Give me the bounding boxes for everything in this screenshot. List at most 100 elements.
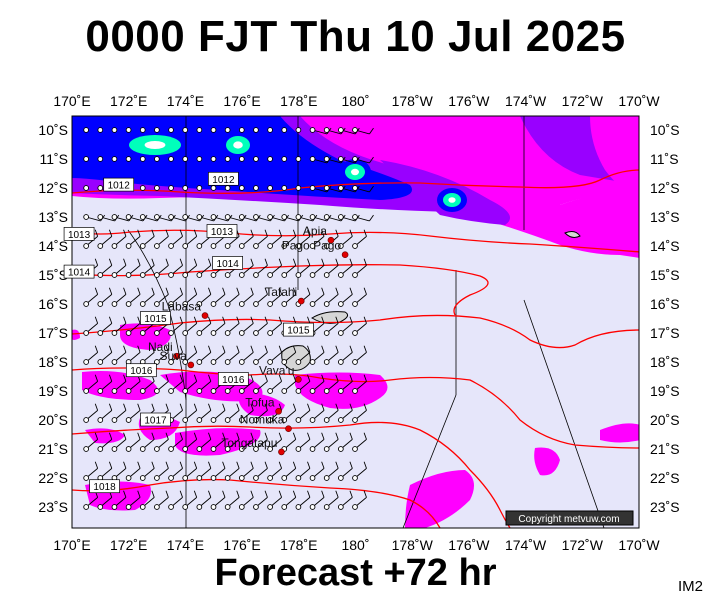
place-label: Tofua <box>245 395 275 409</box>
wind-barb <box>210 229 226 249</box>
wind-barb <box>295 214 318 222</box>
isobar-label: 1016 <box>125 363 157 377</box>
lon-label-bottom: 174˚E <box>167 537 204 553</box>
wind-barb <box>111 461 127 481</box>
wind-barb <box>97 345 113 365</box>
wind-barb <box>210 287 226 307</box>
lat-label-left: 18˚S <box>38 354 68 370</box>
lat-label-left: 23˚S <box>38 499 68 515</box>
wind-barb <box>253 156 259 162</box>
wind-barb <box>97 461 113 481</box>
wind-barb <box>323 490 339 510</box>
wind-barb <box>295 403 311 423</box>
wind-barb <box>139 156 146 162</box>
wind-barb <box>238 461 254 481</box>
wind-barb <box>111 490 127 510</box>
isobar-line <box>72 421 511 528</box>
lat-label-left: 15˚S <box>38 267 68 283</box>
rain-core <box>448 197 456 203</box>
wind-barb <box>83 287 99 307</box>
wind-barb <box>83 229 99 249</box>
wind-barb <box>168 229 183 249</box>
place-marker <box>201 312 209 319</box>
wind-barb <box>352 258 367 278</box>
wind-barb <box>295 127 302 133</box>
wind-barb <box>323 185 346 193</box>
isobar-label-text: 1015 <box>287 326 310 337</box>
wind-barb <box>338 316 353 336</box>
wind-barb <box>196 461 212 481</box>
wind-barb <box>281 287 297 307</box>
wind-barb <box>210 156 217 162</box>
map-code: IM2 <box>677 578 703 595</box>
isobar-label-layer: 1012 1012 1013 1013 1014 1014 1015 1015 1016 1016… <box>63 171 314 493</box>
isobar-line <box>72 169 639 194</box>
lat-label-left: 12˚S <box>38 180 68 196</box>
wind-barb <box>210 185 217 191</box>
place-marker-layer <box>173 236 349 456</box>
wind-barb <box>224 345 240 365</box>
rainfall-layer <box>72 116 639 528</box>
wind-barb <box>182 461 198 481</box>
wind-barb <box>352 490 367 510</box>
wind-barb <box>309 461 325 481</box>
wind-barb <box>352 316 367 336</box>
rain-area <box>300 193 639 258</box>
wind-barb <box>168 432 183 452</box>
wind-barb <box>83 490 99 510</box>
wind-barb <box>168 258 183 278</box>
wind-barb <box>196 127 203 133</box>
lon-label-bottom: 172˚E <box>110 537 147 553</box>
lon-label-top: 174˚W <box>505 93 547 109</box>
lat-label-right: 14˚S <box>650 238 680 254</box>
wind-barb <box>154 127 160 133</box>
wind-barb <box>267 316 283 336</box>
place-label: Labasa <box>162 300 202 314</box>
wind-barb <box>139 258 155 278</box>
lon-label-bottom: 170˚E <box>53 537 90 553</box>
wind-barb <box>139 185 146 191</box>
wind-barb <box>224 316 240 336</box>
isobar-label-text: 1012 <box>108 181 131 192</box>
lat-label-left: 21˚S <box>38 441 68 457</box>
wind-barb <box>224 287 240 307</box>
wind-barb <box>125 287 141 307</box>
wind-barb <box>125 156 132 162</box>
wind-barb <box>224 185 231 191</box>
isobar-label-text: 1017 <box>144 416 167 427</box>
wind-barb <box>238 156 245 162</box>
wind-barb <box>125 461 141 481</box>
isobar-label-text: 1013 <box>68 230 91 241</box>
wind-barb <box>97 258 113 278</box>
wind-barb <box>253 403 268 423</box>
lat-label-left: 20˚S <box>38 412 68 428</box>
wind-barb <box>295 374 311 394</box>
wind-barb <box>295 461 311 481</box>
wind-barb <box>323 316 339 336</box>
isobar-label-text: 1015 <box>144 314 167 325</box>
place-label: Nadi <box>148 340 173 354</box>
wind-barb <box>125 490 141 510</box>
wind-barb <box>238 185 245 191</box>
wind-barb <box>295 432 311 452</box>
lon-label-bottom: 176˚E <box>223 537 260 553</box>
wind-barb <box>210 316 226 336</box>
wind-barb <box>111 374 127 394</box>
wind-barb <box>253 287 268 307</box>
wind-barb <box>182 432 198 452</box>
wind-barb <box>83 403 99 423</box>
lat-label-left: 22˚S <box>38 470 68 486</box>
wind-barb <box>196 185 203 191</box>
wind-barb <box>210 127 217 133</box>
wind-barb <box>238 374 254 394</box>
wind-barb <box>182 374 198 394</box>
wind-barb <box>196 287 212 307</box>
wind-barb <box>352 403 367 423</box>
wind-barb <box>182 185 189 191</box>
isobar-label-text: 1016 <box>222 375 245 386</box>
wind-barb <box>253 316 268 336</box>
lon-label-top: 176˚E <box>223 93 260 109</box>
place-label: Apia <box>303 224 327 238</box>
